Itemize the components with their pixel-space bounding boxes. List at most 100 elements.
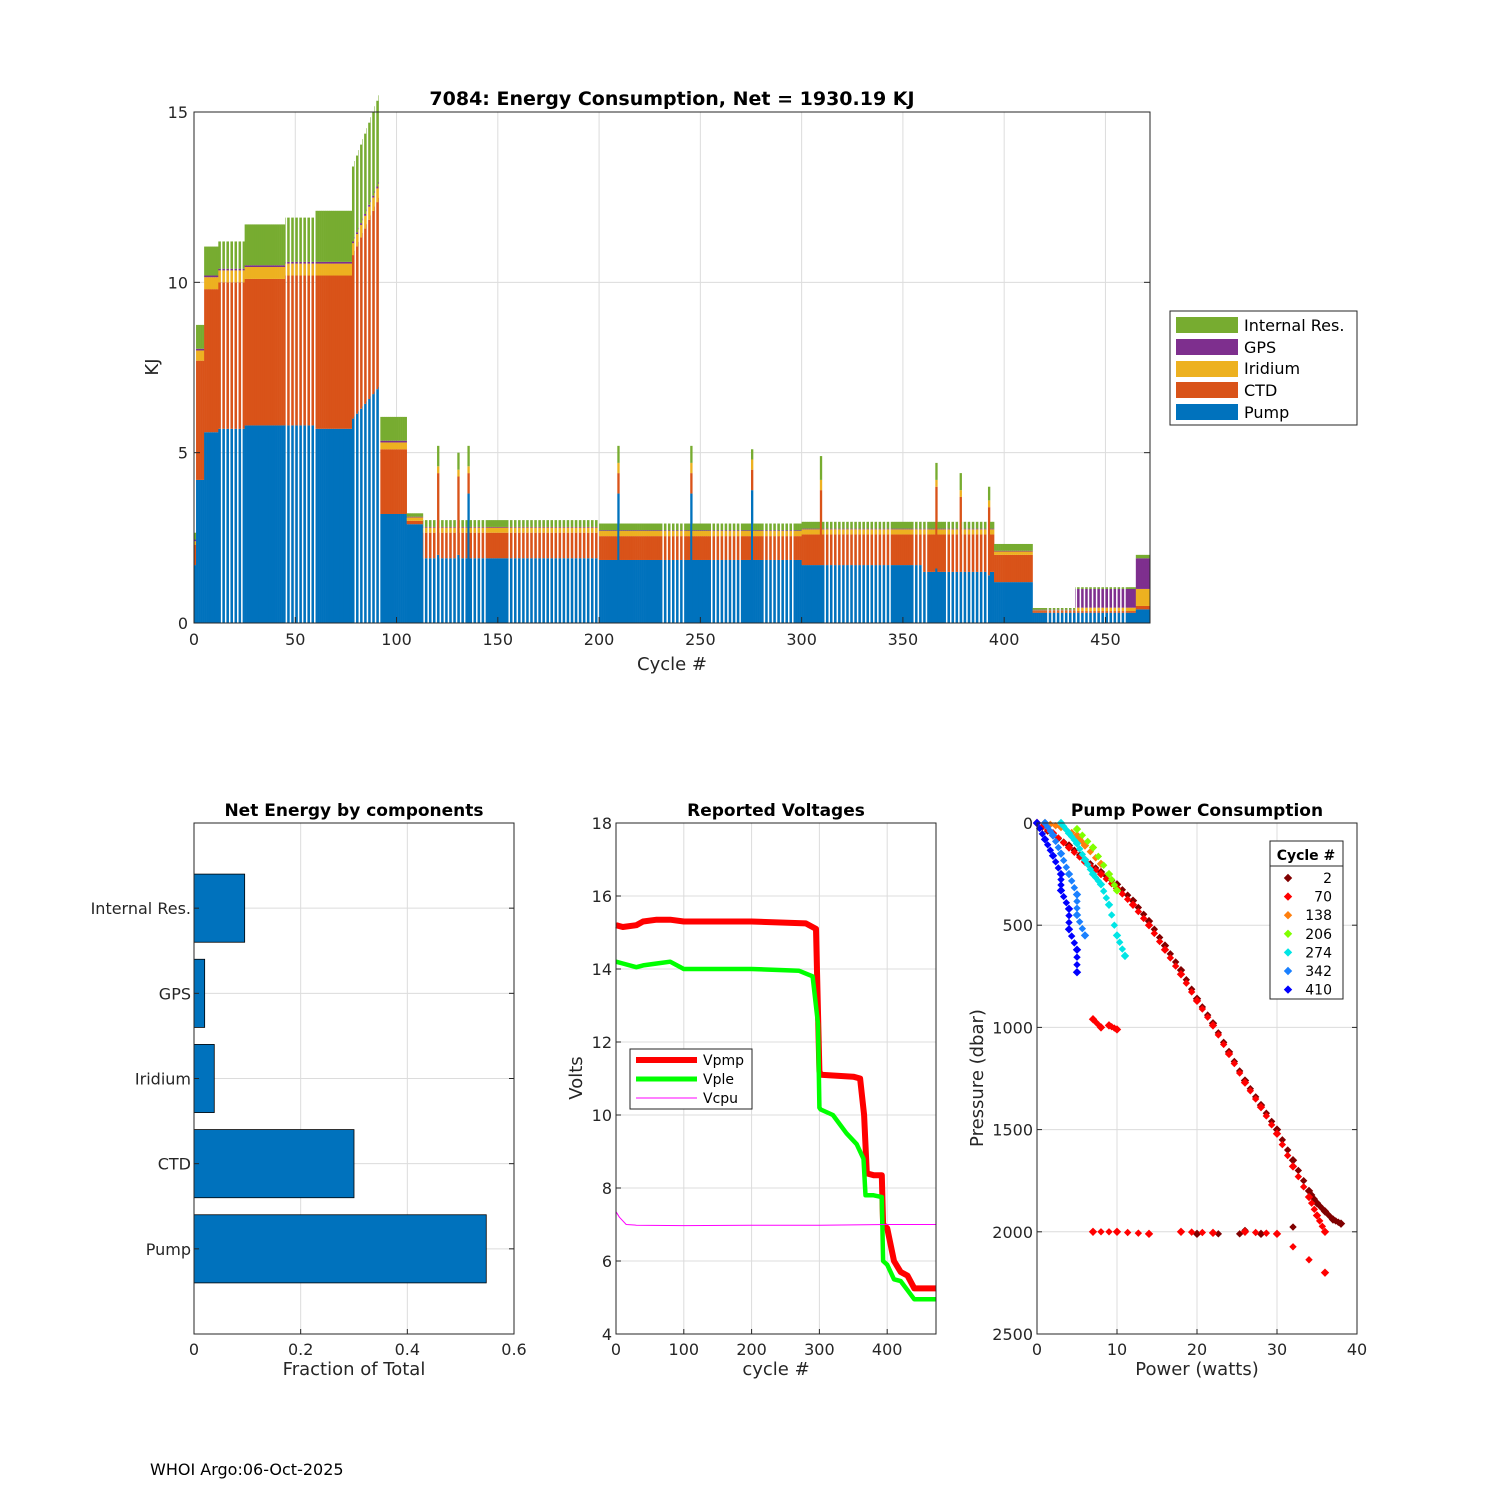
legend-swatch-gps — [1176, 339, 1238, 355]
energy-bar-gps — [362, 218, 363, 221]
energy-bar-iridium — [467, 466, 470, 474]
energy-bar-pump — [402, 513, 405, 623]
energy-bar-iridium — [550, 527, 553, 533]
energy-bar-internal-res- — [748, 523, 752, 531]
energy-bar-gps — [1099, 588, 1100, 608]
energy-bar-pump — [710, 559, 711, 623]
energy-bar-internal-res- — [266, 224, 270, 266]
energy-bar-internal-res- — [522, 520, 525, 527]
energy-bar-ctd — [919, 534, 922, 566]
energy-bar-pump — [560, 558, 562, 623]
energy-bar-gps — [1091, 588, 1092, 608]
energy-bar-internal-res- — [297, 217, 298, 262]
energy-bar-pump — [550, 558, 553, 623]
energy-bar-internal-res- — [838, 521, 841, 529]
energy-bar-gps — [769, 530, 772, 532]
energy-bar-pump — [422, 558, 424, 623]
energy-bar-gps — [568, 526, 570, 528]
energy-bar-pump — [1111, 612, 1113, 623]
energy-bar-ctd — [1016, 554, 1019, 583]
energy-bar-pump — [862, 565, 865, 623]
energy-bar-ctd — [870, 534, 873, 566]
energy-bar-pump — [886, 565, 890, 623]
energy-bar-iridium — [285, 263, 286, 276]
energy-bar-pump — [317, 428, 320, 623]
voltages-axes-box — [615, 822, 937, 1335]
energy-bar-iridium — [870, 529, 873, 535]
pump-point-cycle-70 — [1123, 1228, 1132, 1237]
energy-bar-pump — [1089, 612, 1092, 623]
energy-bar-internal-res- — [1006, 543, 1009, 551]
energy-bar-iridium — [392, 442, 395, 450]
energy-bar-ctd — [720, 536, 723, 560]
energy-bar-pump — [526, 558, 529, 623]
energy-bar-gps — [722, 530, 724, 532]
pump-point-cycle-206 — [1078, 831, 1087, 839]
energy-bar-gps — [791, 530, 793, 532]
pump-ytick-label: 1000 — [992, 1018, 1033, 1037]
energy-bar-gps — [1137, 558, 1141, 589]
energy-bar-ctd — [898, 534, 902, 566]
energy-bar-pump — [621, 559, 624, 623]
energy-bar-gps — [597, 526, 598, 528]
energy-bar-internal-res- — [708, 523, 711, 531]
energy-bar-iridium — [299, 263, 302, 276]
energy-bar-gps — [489, 526, 493, 528]
energy-bar-iridium — [218, 270, 221, 283]
energy-bar-iridium — [248, 267, 252, 279]
energy-bar-iridium — [400, 442, 403, 450]
energy-bar-ctd — [844, 534, 845, 566]
energy-bar-iridium — [412, 517, 416, 521]
energy-bar-ctd — [732, 536, 736, 560]
energy-bar-internal-res- — [426, 520, 428, 527]
energy-bar-internal-res- — [965, 521, 967, 529]
energy-bar-pump — [473, 558, 476, 623]
energy-bar-internal-res- — [807, 521, 811, 529]
energy-bar-ctd — [637, 536, 640, 560]
energy-bar-gps — [309, 261, 310, 264]
energy-bar-pump — [769, 559, 772, 623]
energy-bar-pump — [844, 565, 845, 623]
energy-bar-pump — [902, 565, 906, 623]
energy-bar-pump — [1091, 612, 1092, 623]
energy-bar-pump — [1095, 612, 1096, 623]
energy-bar-iridium — [522, 527, 525, 533]
energy-bar-internal-res- — [619, 523, 622, 531]
energy-bar-iridium — [1042, 610, 1045, 612]
energy-bar-pump — [767, 559, 768, 623]
energy-bar-internal-res- — [313, 217, 315, 262]
energy-bar-ctd — [669, 536, 671, 560]
energy-bar-internal-res- — [590, 520, 594, 527]
energy-bar-internal-res- — [672, 523, 675, 531]
energy-bar-iridium — [1018, 551, 1021, 555]
energy-bar-pump — [757, 559, 760, 623]
energy-bar-internal-res- — [475, 520, 477, 527]
energy-bar-internal-res- — [789, 523, 792, 531]
energy-bar-gps — [872, 528, 874, 530]
energy-bar-iridium — [272, 267, 276, 279]
energy-bar-gps — [906, 528, 910, 530]
energy-bar-ctd — [576, 532, 578, 559]
energy-bar-pump — [564, 558, 566, 623]
volt-ytick-label: 12 — [592, 1033, 612, 1052]
energy-bar-iridium — [777, 531, 780, 537]
energy-bar-pump — [554, 558, 557, 623]
energy-bar-pump — [992, 571, 995, 623]
pump-ytick-label: 0 — [1023, 814, 1033, 833]
energy-bar-gps — [1109, 588, 1112, 608]
energy-bar-pump — [260, 425, 264, 623]
energy-bar-gps — [1147, 558, 1151, 589]
energy-bar-pump — [1032, 612, 1035, 623]
energy-bar-ctd — [667, 536, 671, 560]
energy-bar-ctd — [977, 534, 979, 572]
energy-bar-iridium — [445, 527, 448, 533]
energy-bar-ctd — [917, 534, 918, 566]
energy-bar-pump — [341, 428, 345, 623]
energy-bar-iridium — [844, 529, 845, 535]
energy-bar-ctd — [809, 534, 813, 566]
energy-bar-ctd — [923, 534, 926, 572]
energy-bar-gps — [368, 204, 371, 207]
energy-bar-iridium — [198, 350, 201, 361]
energy-bar-iridium — [1034, 610, 1037, 612]
energy-bar-internal-res- — [706, 523, 709, 531]
